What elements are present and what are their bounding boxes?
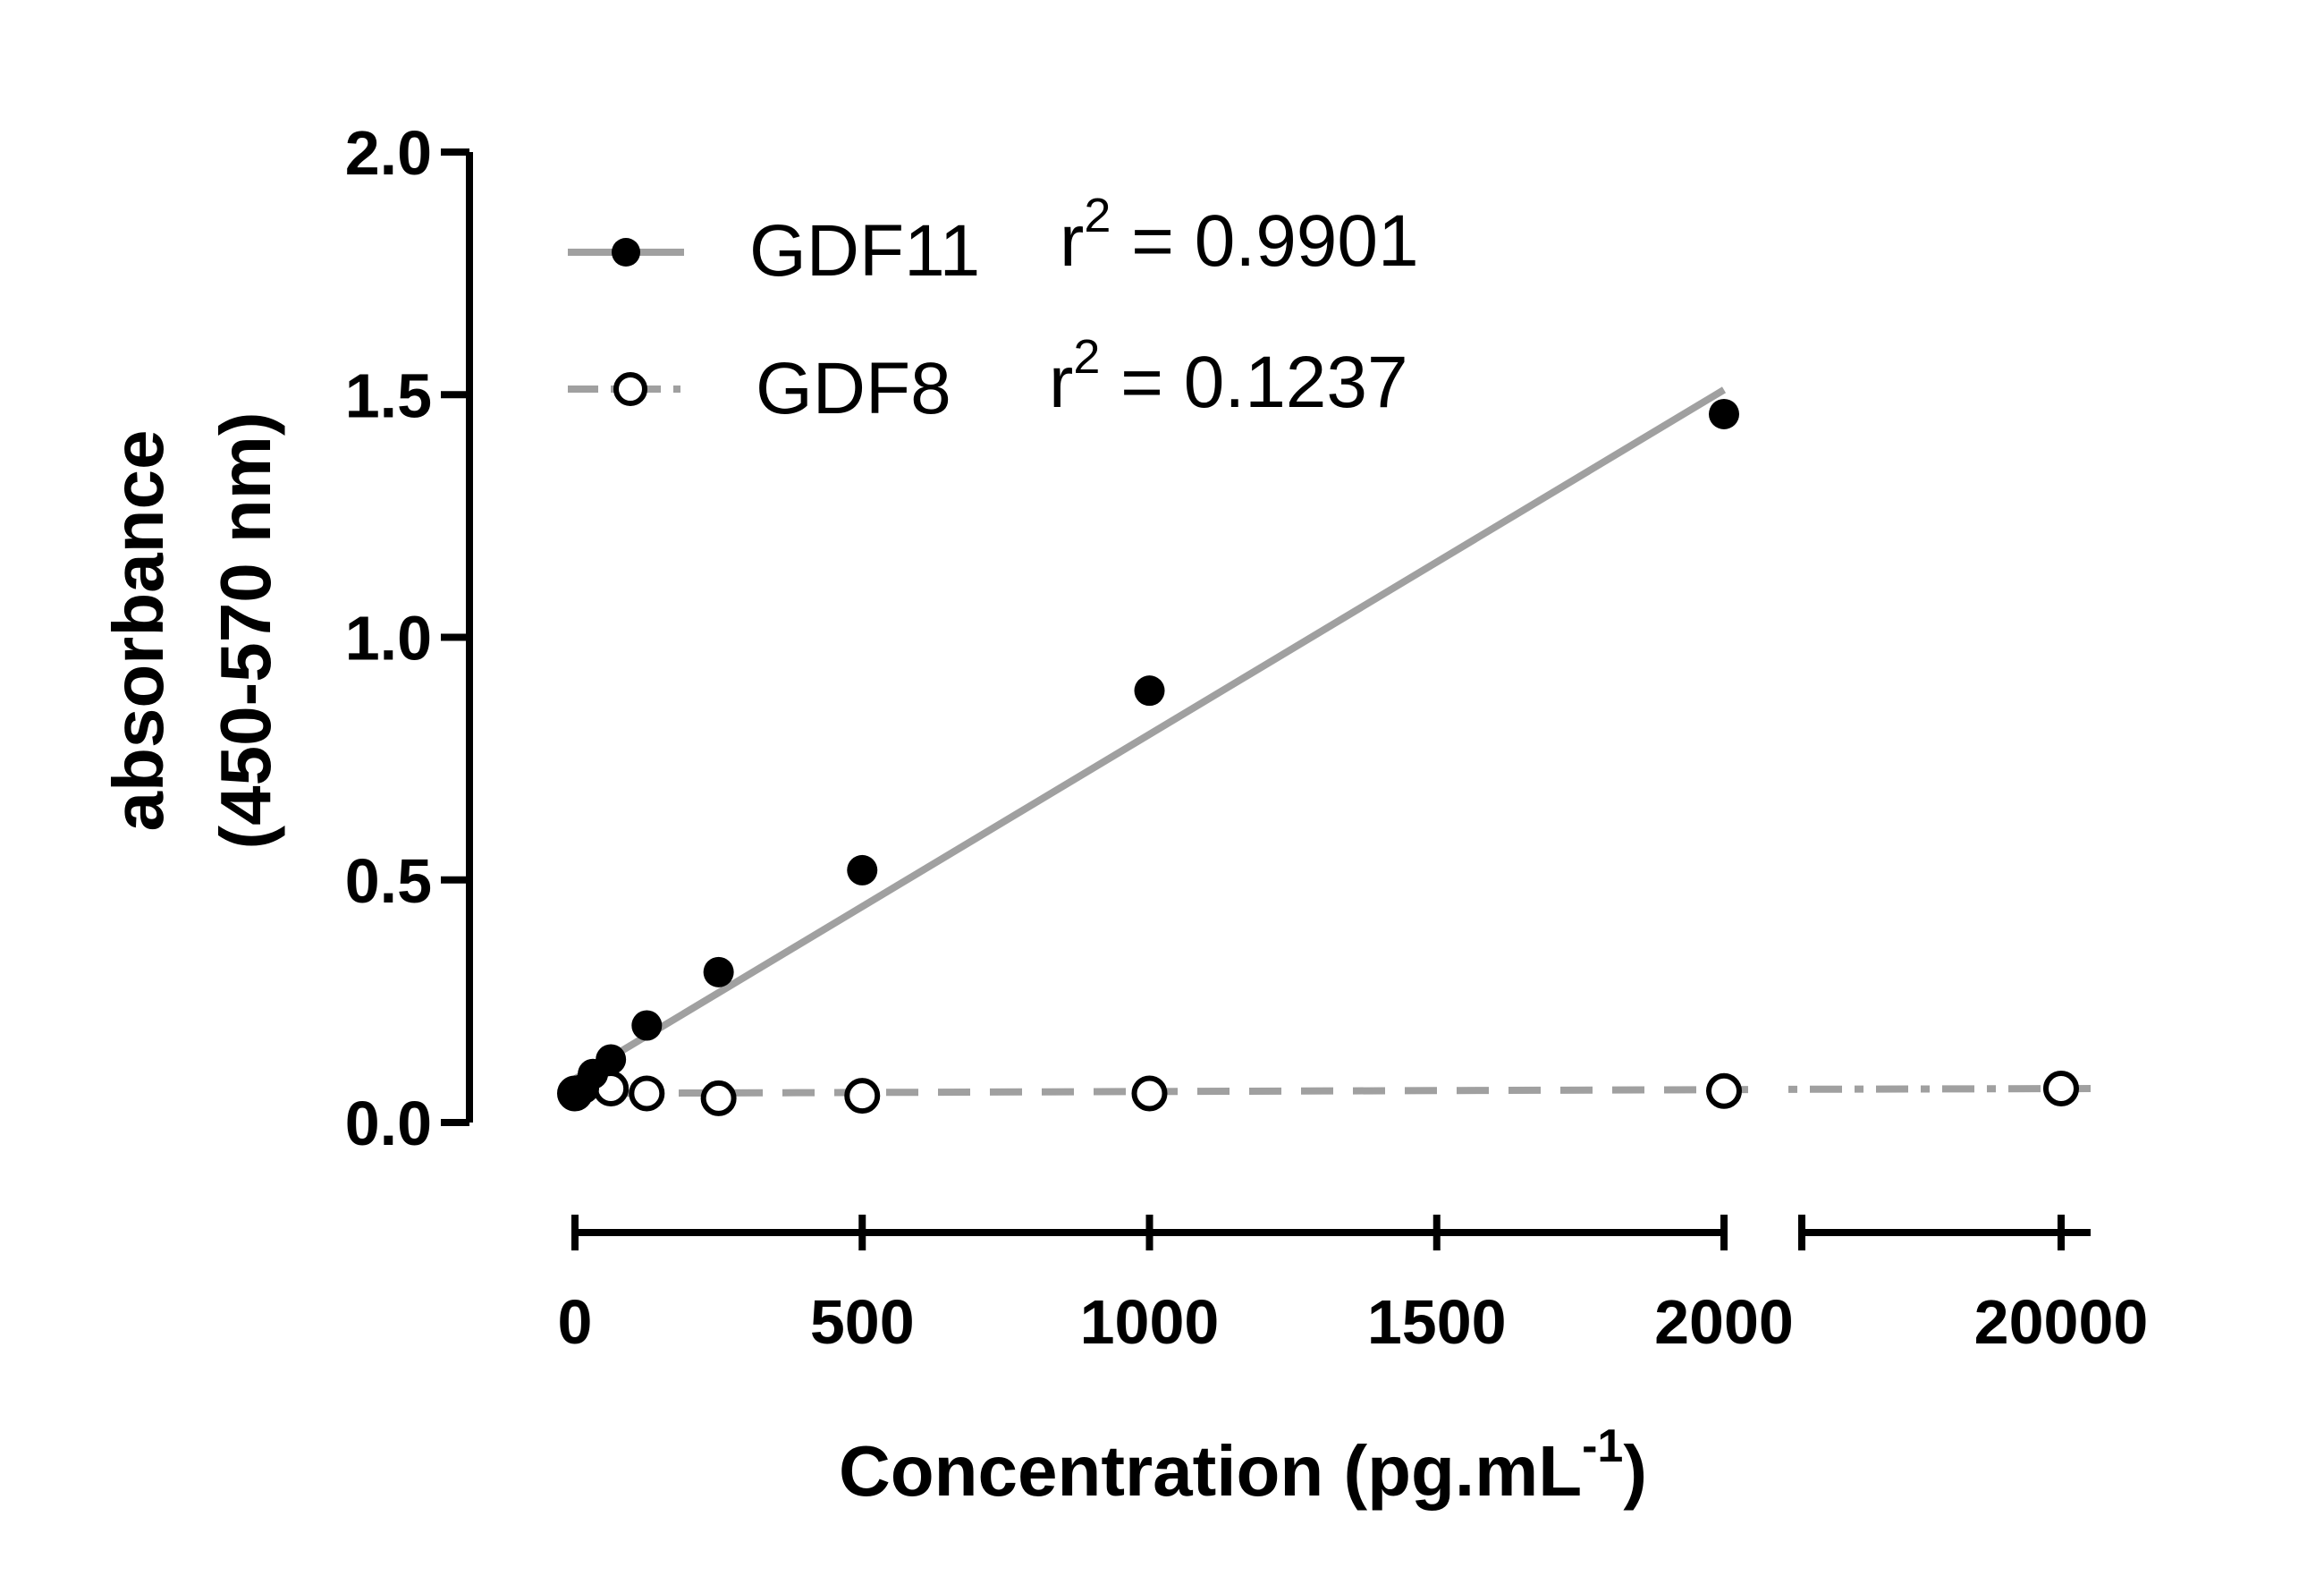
y-tick-label: 0.5 bbox=[345, 846, 432, 916]
x-tick-label: 2000 bbox=[1654, 1287, 1794, 1357]
y-axis-title-line2: (450-570 nm) bbox=[206, 411, 285, 849]
data-point-gdf8 bbox=[700, 1080, 737, 1116]
x-tick-label: 0 bbox=[558, 1287, 593, 1357]
legend-label-gdf11: GDF11 bbox=[749, 210, 980, 292]
legend-item-gdf11: GDF11 r2 = 0.9901 bbox=[568, 189, 1419, 292]
x-ticks: 0 500 1000 1500 2000 20000 bbox=[558, 1215, 2149, 1357]
x-tick-label: 1000 bbox=[1080, 1287, 1220, 1357]
x-axis-title-close: ) bbox=[1623, 1431, 1647, 1511]
x-tick-label: 1500 bbox=[1367, 1287, 1507, 1357]
r2-label-gdf11: r bbox=[1060, 200, 1084, 282]
x-axis-title-superscript: -1 bbox=[1582, 1420, 1623, 1472]
data-points bbox=[557, 398, 2079, 1116]
data-point-gdf8 bbox=[629, 1075, 665, 1112]
legend-marker-gdf8 bbox=[613, 372, 647, 406]
r2-value-gdf11: = 0.9901 bbox=[1111, 200, 1418, 282]
legend-r2-gdf8: r2 = 0.1237 bbox=[1049, 330, 1408, 423]
legend: GDF11 r2 = 0.9901 GDF8 r2 = 0.1237 bbox=[568, 189, 1419, 429]
data-point-gdf11 bbox=[1709, 398, 1739, 429]
y-tick-label: 2.0 bbox=[345, 118, 432, 188]
data-point-gdf8 bbox=[844, 1078, 881, 1114]
legend-marker-gdf11 bbox=[612, 238, 640, 267]
fit-lines bbox=[572, 386, 2092, 1097]
data-point-gdf8 bbox=[1131, 1075, 1168, 1112]
x-axis-title: Concentration (pg.mL-1) bbox=[839, 1420, 1647, 1511]
legend-item-gdf8: GDF8 r2 = 0.1237 bbox=[568, 330, 1408, 429]
fit-line-gdf8-segment-1 bbox=[574, 1086, 1761, 1097]
data-point-gdf11 bbox=[703, 956, 734, 987]
x-tick-label: 500 bbox=[810, 1287, 915, 1357]
y-tick-label: 1.0 bbox=[345, 604, 432, 674]
r2-sup-gdf8: 2 bbox=[1073, 330, 1100, 384]
data-point-gdf8 bbox=[1706, 1072, 1742, 1109]
x-axis-title-main: Concentration (pg.mL bbox=[839, 1431, 1582, 1511]
y-tick-label: 0.0 bbox=[345, 1089, 432, 1158]
data-point-gdf11 bbox=[596, 1044, 627, 1075]
y-tick-label: 1.5 bbox=[345, 360, 432, 430]
r2-value-gdf8: = 0.1237 bbox=[1100, 342, 1407, 423]
fit-line-gdf11 bbox=[572, 386, 1727, 1082]
r2-sup-gdf11: 2 bbox=[1084, 189, 1111, 242]
data-point-gdf11 bbox=[631, 1010, 663, 1041]
data-point-gdf11 bbox=[1134, 675, 1165, 707]
data-point-gdf8 bbox=[2043, 1071, 2079, 1107]
data-point-gdf11 bbox=[847, 854, 878, 885]
legend-r2-gdf11: r2 = 0.9901 bbox=[1060, 189, 1419, 282]
y-ticks: 0.0 0.5 1.0 1.5 2.0 bbox=[345, 118, 469, 1158]
r2-label-gdf8: r bbox=[1049, 342, 1073, 423]
legend-label-gdf8: GDF8 bbox=[756, 348, 951, 429]
x-tick-label: 20000 bbox=[1974, 1287, 2149, 1357]
y-axis-title-line1: absorbance bbox=[98, 429, 178, 831]
